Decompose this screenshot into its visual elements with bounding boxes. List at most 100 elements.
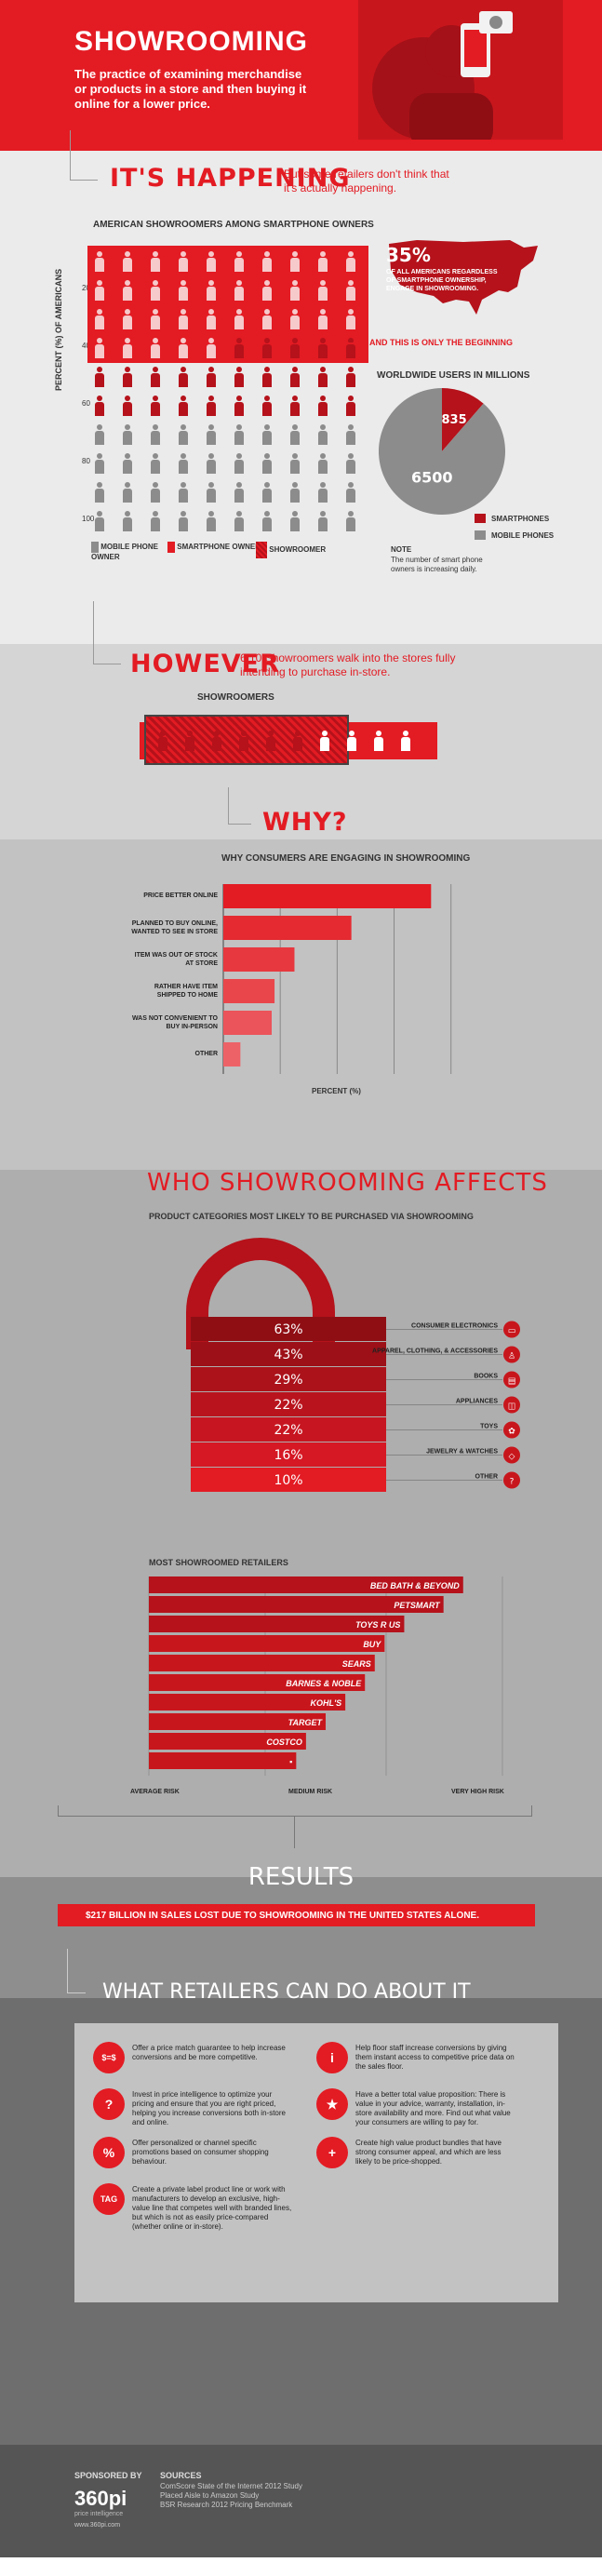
category-glyph-icon: ▤ bbox=[508, 1377, 516, 1387]
action-text: Help floor staff increase conversions by… bbox=[355, 2044, 515, 2071]
person-mobile-icon bbox=[316, 482, 329, 503]
person-showroomer-icon bbox=[261, 309, 274, 329]
category-glyph-icon: ◫ bbox=[508, 1402, 516, 1412]
page-title: SHOWROOMING bbox=[74, 26, 308, 57]
users-pie-chart: 835 6500 bbox=[379, 388, 505, 515]
why-title: WHY? bbox=[262, 808, 348, 837]
person-smartphone-icon bbox=[93, 367, 106, 387]
person-mobile-icon bbox=[93, 511, 106, 531]
x-tick-label: 20 bbox=[276, 1079, 285, 1080]
action-icon: ? bbox=[93, 2088, 125, 2120]
retailer-label: BED BATH & BEYOND bbox=[370, 1581, 460, 1590]
person-mobile-icon bbox=[316, 511, 329, 531]
category-glyph-icon: ▭ bbox=[508, 1327, 516, 1336]
person-mobile-icon bbox=[261, 511, 274, 531]
category-icon bbox=[503, 1446, 520, 1464]
y-tick: 60 bbox=[82, 399, 90, 408]
action-icon: i bbox=[316, 2042, 348, 2073]
person-mobile-icon bbox=[233, 453, 246, 474]
risk-label: VERY HIGH RISK bbox=[451, 1789, 504, 1795]
category-icon bbox=[503, 1421, 520, 1439]
happening-title: IT'S HAPPENING bbox=[110, 164, 351, 193]
person-showroomer-icon bbox=[233, 309, 246, 329]
however-title: HOWEVER bbox=[130, 650, 280, 678]
person-mobile-icon bbox=[121, 511, 134, 531]
person-icon bbox=[210, 731, 223, 751]
however-subtitle: 6/10 Showroomers walk into the stores fu… bbox=[240, 651, 456, 678]
action-icon: $=$ bbox=[93, 2042, 125, 2073]
person-icon bbox=[291, 731, 304, 751]
retailer-bar bbox=[149, 1713, 326, 1730]
bag-value-label: 63% bbox=[274, 1322, 302, 1337]
person-mobile-icon bbox=[288, 511, 301, 531]
person-mobile-icon bbox=[233, 424, 246, 445]
person-icon bbox=[237, 731, 250, 751]
bag-segment bbox=[191, 1468, 386, 1492]
why-bar bbox=[223, 884, 432, 908]
person-icon bbox=[318, 731, 331, 751]
person-showroomer-icon bbox=[205, 309, 218, 329]
bag-segment bbox=[191, 1317, 386, 1341]
person-mobile-icon bbox=[344, 424, 357, 445]
results-banner-text: $217 BILLION IN SALES LOST DUE TO SHOWRO… bbox=[86, 1911, 479, 1921]
person-mobile-icon bbox=[93, 424, 106, 445]
why-category-label: WAS NOT CONVENIENT TO bbox=[132, 1015, 219, 1022]
person-mobile-icon bbox=[177, 482, 190, 503]
person-mobile-icon bbox=[121, 482, 134, 503]
person-smartphone-icon bbox=[344, 396, 357, 416]
header-banner: SHOWROOMING The practice of examining me… bbox=[0, 0, 602, 151]
person-smartphone-icon bbox=[233, 367, 246, 387]
person-smartphone-icon bbox=[205, 396, 218, 416]
person-mobile-icon bbox=[233, 511, 246, 531]
person-mobile-icon bbox=[205, 424, 218, 445]
affects-bracket-stem bbox=[294, 1817, 295, 1848]
person-showroomer-icon bbox=[149, 338, 162, 358]
retailer-label: SEARS bbox=[342, 1659, 371, 1669]
action-text: Invest in price intelligence to optimize… bbox=[132, 2090, 286, 2127]
person-mobile-icon bbox=[261, 482, 274, 503]
pie-title: WORLDWIDE USERS IN MILLIONS bbox=[377, 370, 530, 381]
y-tick: 100 bbox=[82, 515, 95, 523]
person-mobile-icon bbox=[288, 482, 301, 503]
stat-value: 35% bbox=[386, 244, 431, 266]
legend-showroomer-label: SHOWROOMER bbox=[269, 545, 327, 555]
action-icon: + bbox=[316, 2137, 348, 2168]
legend-mobile: MOBILE PHONE OWNER bbox=[91, 542, 166, 561]
person-smartphone-icon bbox=[121, 367, 134, 387]
beginning-text: AND THIS IS ONLY THE BEGINNING bbox=[369, 338, 514, 347]
retailer-label: ▪ bbox=[289, 1757, 292, 1766]
person-showroomer-icon bbox=[177, 280, 190, 301]
bag-segment bbox=[191, 1342, 386, 1366]
pie-slice-0 bbox=[442, 388, 484, 451]
action-text: Create high value product bundles that h… bbox=[355, 2139, 502, 2166]
phone-illustration bbox=[358, 0, 563, 149]
person-showroomer-icon bbox=[93, 338, 106, 358]
note-title: NOTE bbox=[391, 545, 412, 554]
retailer-bar bbox=[149, 1576, 463, 1593]
person-mobile-icon bbox=[121, 424, 134, 445]
bag-segment bbox=[191, 1392, 386, 1416]
person-mobile-icon bbox=[344, 482, 357, 503]
retailers-title: MOST SHOWROOMED RETAILERS bbox=[149, 1558, 288, 1567]
retailer-bar bbox=[149, 1635, 385, 1652]
header-description: The practice of examining merchandise or… bbox=[74, 67, 307, 111]
person-mobile-icon bbox=[316, 424, 329, 445]
person-smartphone-icon bbox=[177, 367, 190, 387]
person-smartphone-icon bbox=[261, 338, 274, 358]
person-showroomer-icon bbox=[177, 309, 190, 329]
person-icon bbox=[399, 731, 412, 751]
person-showroomer-icon bbox=[261, 251, 274, 272]
person-mobile-icon bbox=[288, 424, 301, 445]
source-item: BSR Research 2012 Pricing Benchmark bbox=[160, 2501, 293, 2509]
person-showroomer-icon bbox=[261, 280, 274, 301]
person-showroomer-icon bbox=[93, 251, 106, 272]
person-mobile-icon bbox=[177, 424, 190, 445]
person-showroomer-icon bbox=[205, 251, 218, 272]
person-mobile-icon bbox=[93, 482, 106, 503]
bag-category-label: CONSUMER ELECTRONICS bbox=[411, 1323, 498, 1330]
person-mobile-icon bbox=[261, 424, 274, 445]
flow-line bbox=[70, 130, 98, 181]
person-showroomer-icon bbox=[344, 280, 357, 301]
bag-category-label: TOYS bbox=[480, 1424, 498, 1430]
retailer-bar-chart: 1%10%20%30%BED BATH & BEYONDPETSMARTTOYS… bbox=[148, 1576, 503, 1776]
